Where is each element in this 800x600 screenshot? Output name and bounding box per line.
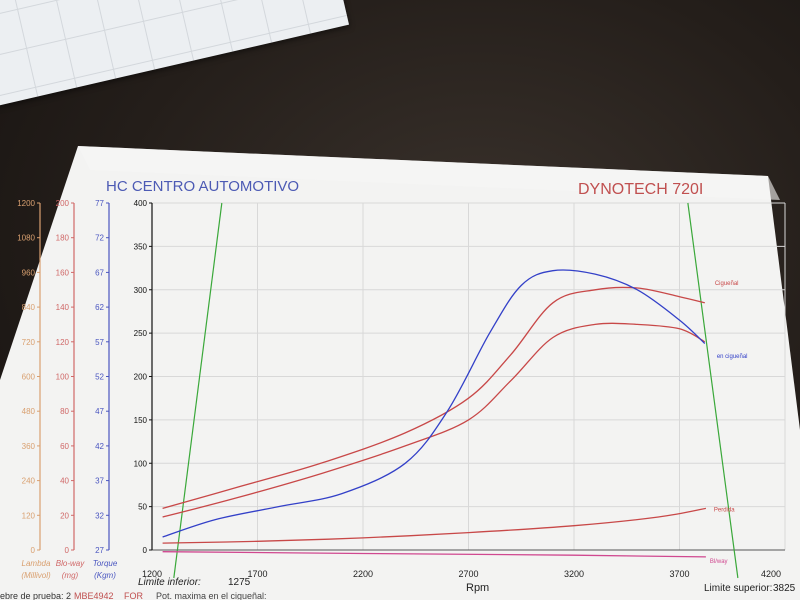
- limit-line-superior: [687, 202, 739, 579]
- axis-tick-label-power: 50: [138, 503, 147, 512]
- axis-tick-label-torque: 42: [95, 442, 104, 451]
- axis-tick-label-blow: 140: [56, 303, 70, 312]
- axis-tick-label-lambda: 720: [22, 338, 36, 347]
- axis-tick-label-torque: 77: [95, 199, 104, 208]
- axis-tick-label-blow: 120: [56, 338, 70, 347]
- x-tick-label: 3200: [564, 569, 584, 579]
- x-axis-label: Rpm: [466, 582, 489, 594]
- series-label-en-ciguenal: en cigueñal: [717, 354, 748, 360]
- axis-tick-label-torque: 32: [95, 511, 104, 520]
- x-tick-label: 1700: [247, 569, 267, 579]
- axis-unit-torque: (Kgm): [94, 571, 116, 580]
- curves: Cigueñal Perdida Bl/way en cigueñal: [162, 269, 748, 565]
- x-tick-label: 2700: [458, 569, 478, 579]
- limit-inferior-value: 1275: [228, 577, 251, 588]
- axis-tick-label-torque: 47: [95, 407, 104, 416]
- axis-tick-label-blow: 80: [60, 407, 69, 416]
- axis-tick-label-blow: 200: [56, 199, 70, 208]
- axis-tick-label-torque: 27: [95, 546, 104, 555]
- title-left: HC CENTRO AUTOMOTIVO: [106, 178, 299, 195]
- footer-text-3: FOR: [124, 591, 143, 600]
- limit-inferior-label: Limite inferior:: [138, 577, 201, 588]
- x-tick-label: 2200: [353, 569, 373, 579]
- title-right: DYNOTECH 720I: [578, 181, 703, 198]
- axis-tick-label-power: 350: [134, 242, 148, 251]
- axis-tick-label-lambda: 1080: [17, 234, 35, 243]
- axis-tick-label-blow: 40: [60, 477, 69, 486]
- axis-tick-label-lambda: 960: [22, 268, 36, 277]
- x-tick-label: 3700: [669, 569, 689, 579]
- axis-tick-label-power: 200: [134, 373, 148, 382]
- axis-tick-label-lambda: 600: [22, 373, 36, 382]
- annotation-label: Perdida: [714, 507, 735, 513]
- x-tick-label: 4200: [761, 569, 781, 579]
- axis-tick-label-torque: 52: [95, 373, 104, 382]
- axis-unit-blow: (mg): [62, 571, 79, 580]
- axis-tick-label-lambda: 1200: [17, 199, 35, 208]
- limit-superior-value: 3825: [773, 583, 796, 594]
- axis-tick-label-torque: 62: [95, 303, 104, 312]
- axis-tick-label-blow: 60: [60, 442, 69, 451]
- axis-tick-label-power: 250: [134, 329, 148, 338]
- axis-tick-label-blow: 100: [56, 373, 70, 382]
- axis-tick-label-power: 400: [134, 199, 148, 208]
- y-axes: 012024036048060072084096010801200Lambda(…: [17, 199, 153, 580]
- axis-label-blow: Blo-way: [56, 559, 85, 568]
- axis-label-lambda: Lambda: [22, 559, 51, 568]
- axis-tick-label-blow: 20: [60, 511, 69, 520]
- axis-tick-label-lambda: 360: [22, 442, 36, 451]
- limit-line-inferior: [173, 202, 223, 579]
- paper-sheet: [0, 146, 800, 600]
- axis-unit-lambda: (Millivol): [21, 571, 51, 580]
- axis-tick-label-power: 300: [134, 286, 148, 295]
- axis-label-torque: Torque: [93, 559, 118, 568]
- axis-tick-label-power: 150: [134, 416, 148, 425]
- axis-tick-label-torque: 67: [95, 268, 104, 277]
- axis-tick-label-power: 0: [143, 546, 148, 555]
- series-bl-way: [162, 551, 706, 558]
- series-torque: [162, 269, 706, 538]
- axis-tick-label-lambda: 480: [22, 407, 36, 416]
- series-perdida: [162, 507, 707, 544]
- axis-tick-label-blow: 180: [56, 234, 70, 243]
- axis-tick-label-power: 100: [134, 459, 148, 468]
- axis-tick-label-lambda: 840: [22, 303, 36, 312]
- annotation-label: Cigueñal: [715, 281, 739, 287]
- plot-grid: [151, 202, 786, 551]
- axis-tick-label-torque: 57: [95, 338, 104, 347]
- footer-text-2: MBE4942: [74, 591, 114, 600]
- series-cigue-al: [162, 286, 705, 510]
- axis-tick-label-lambda: 240: [22, 477, 36, 486]
- x-tick-labels: 1200 1700 2200 2700 3200 3700 4200: [142, 569, 781, 579]
- axis-tick-label-lambda: 0: [31, 546, 36, 555]
- limit-superior-label: Limite superior:: [704, 583, 772, 594]
- annotation-label: Bl/way: [710, 559, 728, 565]
- footer-text-4: Pot. maxima en el cigueñal:: [156, 591, 267, 600]
- axis-tick-label-torque: 72: [95, 234, 104, 243]
- limit-lines: [173, 202, 739, 579]
- axis-tick-label-blow: 0: [65, 546, 70, 555]
- x-tick-label: 1200: [142, 569, 162, 579]
- footer-text-1: ebre de prueba: 2: [0, 591, 71, 600]
- axis-tick-label-blow: 160: [56, 268, 70, 277]
- axis-tick-label-torque: 37: [95, 477, 104, 486]
- series-en-cigue-al: [162, 322, 706, 518]
- axis-tick-label-lambda: 120: [22, 511, 36, 520]
